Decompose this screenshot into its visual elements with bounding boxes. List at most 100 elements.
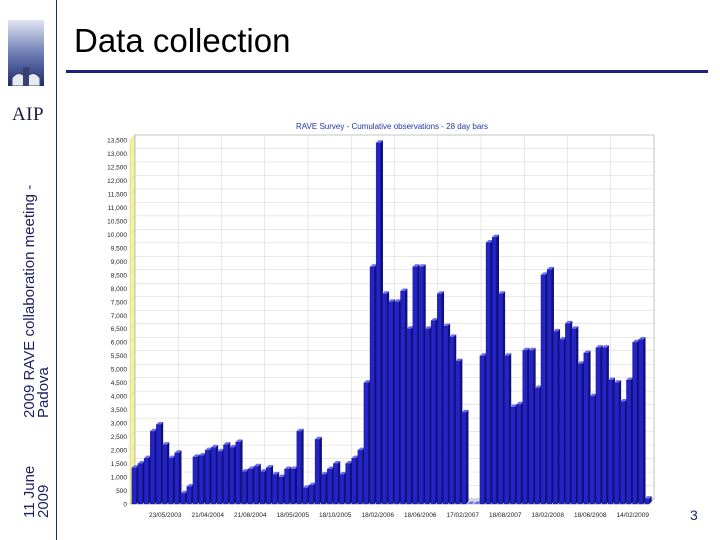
- bar: [143, 455, 151, 505]
- y-gridline-side: [129, 417, 136, 424]
- y-tick-label: 1,000: [111, 475, 128, 482]
- bar: [223, 442, 231, 505]
- bar: [150, 428, 158, 505]
- bar: [284, 466, 292, 505]
- bar: [162, 442, 170, 505]
- bar: [266, 465, 274, 505]
- y-tick-label: 11,000: [108, 205, 128, 212]
- y-tick-label: 7,500: [111, 299, 128, 306]
- bar: [198, 452, 206, 505]
- y-tick-label: 0: [123, 502, 127, 509]
- y-gridline-side: [129, 364, 136, 370]
- bar: [455, 358, 463, 505]
- bar: [241, 469, 249, 505]
- bar: [565, 320, 573, 505]
- bar: [607, 377, 616, 505]
- bar: [485, 239, 493, 505]
- bar: [540, 272, 548, 505]
- x-tick-label: 18/06/2006: [404, 512, 437, 519]
- y-tick-label: 8,000: [111, 286, 128, 293]
- y-tick-label: 500: [116, 488, 127, 495]
- bar: [418, 264, 426, 505]
- y-tick-label: 5,000: [111, 367, 128, 374]
- x-tick-label: 17/02/2007: [446, 512, 479, 519]
- x-tick-label: 21/04/2004: [191, 512, 224, 519]
- y-gridline-side: [129, 404, 136, 410]
- y-tick-label: 13,000: [107, 151, 127, 158]
- y-gridline-side: [129, 377, 136, 383]
- bar: [363, 380, 371, 505]
- bar: [443, 323, 451, 505]
- bar: [534, 385, 542, 505]
- bar: [369, 264, 377, 505]
- bar: [382, 291, 390, 505]
- y-tick-label: 10,000: [107, 232, 127, 239]
- y-gridline-side: [129, 296, 136, 302]
- bar: [211, 444, 219, 505]
- y-tick-label: 3,000: [111, 421, 128, 428]
- bar: [589, 393, 597, 505]
- aip-logo-text: AIP: [11, 104, 45, 125]
- x-tick-label: 18/08/2007: [489, 512, 522, 519]
- bar: [168, 455, 176, 505]
- bar: [595, 345, 603, 505]
- bar: [424, 326, 432, 505]
- chart-title: RAVE Survey - Cumulative observations - …: [296, 122, 488, 131]
- y-gridline-side: [129, 391, 136, 397]
- bar: [217, 448, 225, 505]
- bar: [229, 444, 237, 505]
- y-gridline-side: [129, 202, 136, 208]
- y-gridline-side: [129, 323, 136, 329]
- y-gridline-side: [129, 175, 136, 181]
- bar: [626, 377, 634, 505]
- x-tick-label: 21/08/2004: [234, 512, 267, 519]
- y-gridline-side: [129, 337, 136, 343]
- bar: [351, 455, 359, 505]
- x-tick-label: 23/05/2003: [149, 512, 182, 519]
- y-tick-label: 11,500: [108, 191, 128, 198]
- bar: [406, 326, 414, 505]
- y-gridline-side: [129, 134, 136, 141]
- bar: [461, 409, 469, 505]
- bar: [339, 471, 347, 505]
- y-tick-label: 13,500: [107, 138, 127, 145]
- bar: [510, 404, 518, 505]
- bar: [235, 439, 243, 505]
- y-tick-label: 4,000: [111, 394, 128, 401]
- y-gridline-side: [129, 242, 136, 248]
- bar: [553, 328, 561, 505]
- bar: [320, 471, 329, 505]
- bar: [516, 401, 524, 505]
- bar: [253, 463, 261, 505]
- title-rule: [66, 70, 708, 73]
- y-tick-label: 7,000: [111, 313, 128, 320]
- x-tick-label: 14/02/2009: [616, 512, 649, 519]
- bar: [473, 501, 481, 504]
- bar: [546, 266, 554, 505]
- bar: [314, 436, 322, 505]
- y-tick-label: 9,500: [111, 245, 128, 252]
- bar: [412, 264, 420, 505]
- bar: [278, 474, 286, 505]
- chart-side-wall: [129, 134, 136, 505]
- side-meeting-line-2: Padova: [35, 367, 52, 418]
- y-gridline-side: [129, 161, 136, 168]
- y-gridline-side: [129, 256, 136, 262]
- bar: [308, 482, 316, 505]
- side-date-line-2: 2009: [35, 484, 52, 518]
- bar: [333, 461, 341, 505]
- bar: [467, 501, 475, 504]
- y-gridline-side: [129, 229, 136, 235]
- bar: [394, 299, 402, 505]
- bar: [400, 288, 408, 505]
- y-tick-label: 5,500: [111, 353, 128, 360]
- slide-title: Data collection: [74, 22, 291, 59]
- y-tick-label: 9,000: [111, 259, 128, 266]
- y-tick-label: 6,500: [111, 326, 128, 333]
- cumulative-observations-chart: RAVE Survey - Cumulative observations - …: [107, 122, 655, 519]
- bar: [430, 318, 438, 505]
- y-tick-label: 1,500: [111, 461, 128, 468]
- y-tick-label: 4,500: [111, 380, 128, 387]
- y-gridline-side: [129, 350, 136, 356]
- bar: [436, 291, 445, 505]
